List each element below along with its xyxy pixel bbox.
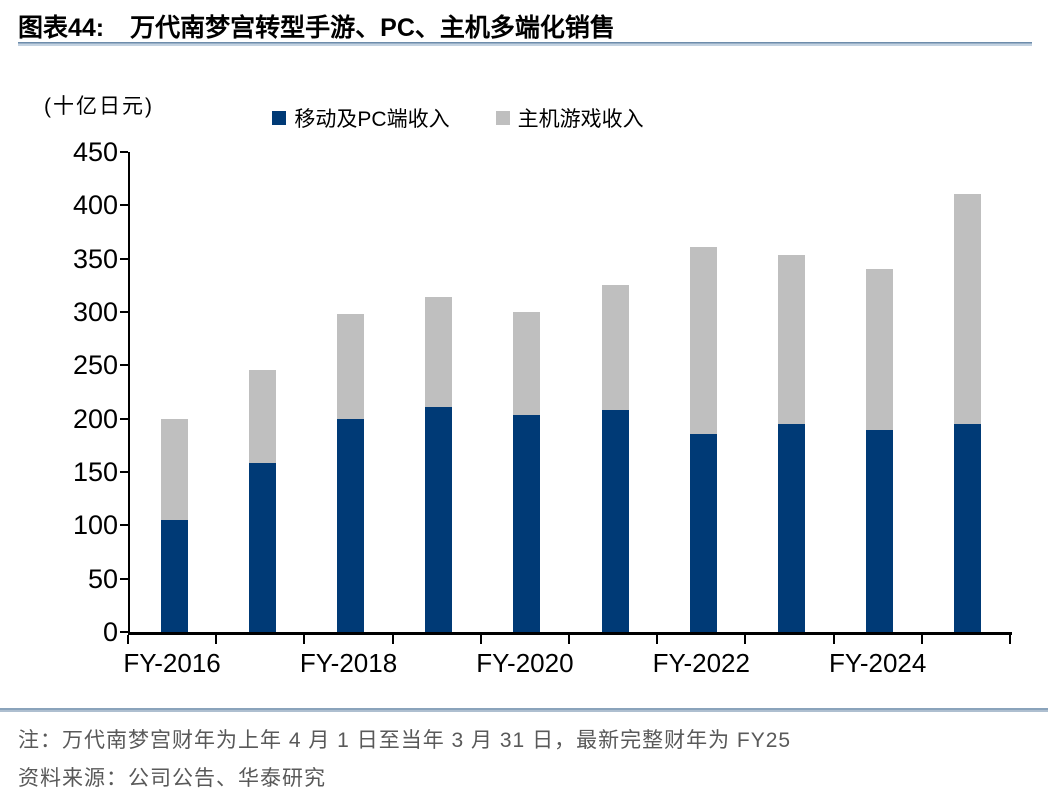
bar-segment-mobile-pc <box>954 424 982 632</box>
y-axis-tick-label: 100 <box>72 510 118 541</box>
title-divider <box>18 42 1032 46</box>
bar-segment-console <box>160 419 188 520</box>
x-axis-tick-mark <box>744 635 747 644</box>
legend-item-mobile-pc: 移动及PC端收入 <box>272 103 450 133</box>
y-axis-tick-label: 450 <box>72 137 118 167</box>
bar-segment-console <box>778 255 805 424</box>
bar-segment-mobile-pc <box>866 430 894 632</box>
chart-title-text: 万代南梦宫转型手游、PC、主机多端化销售 <box>130 14 615 42</box>
y-axis-tick-mark <box>120 204 128 207</box>
legend-label-mobile-pc: 移动及PC端收入 <box>294 108 450 131</box>
x-axis-tick-label: FY-2020 <box>476 648 574 678</box>
y-axis-tick-mark <box>120 631 128 633</box>
chart-legend: 移动及PC端收入 主机游戏收入 <box>128 103 788 133</box>
y-axis-tick-label: 400 <box>72 190 118 221</box>
legend-item-console: 主机游戏收入 <box>495 103 644 133</box>
y-axis-unit-label: (十亿日元) <box>44 95 154 118</box>
bar-segment-console <box>337 314 364 419</box>
y-axis-tick-mark <box>120 151 128 153</box>
x-axis-tick-mark <box>303 635 306 644</box>
x-axis-tick-mark <box>127 635 129 644</box>
y-axis-tick-label: 300 <box>72 297 118 327</box>
y-axis-tick-label: 350 <box>72 243 118 274</box>
bar-segment-mobile-pc <box>601 410 629 632</box>
y-axis-tick-mark <box>120 364 128 367</box>
bar-segment-console <box>601 285 629 410</box>
bar-segment-mobile-pc <box>160 520 188 632</box>
bar-segment-mobile-pc <box>689 434 717 632</box>
x-axis-tick-mark <box>832 635 835 644</box>
x-axis-tick-label: FY-2022 <box>652 648 750 678</box>
y-axis-tick-label: 200 <box>72 403 118 434</box>
plot-area <box>128 152 1012 635</box>
bar-segment-console <box>513 312 541 415</box>
x-axis-tick-mark <box>479 635 482 644</box>
bar-segment-console <box>425 297 453 407</box>
x-axis-tick-mark <box>1009 635 1011 644</box>
legend-label-console: 主机游戏收入 <box>517 108 644 131</box>
x-axis-tick-label: FY-2024 <box>829 648 927 678</box>
footer-divider <box>0 708 1048 712</box>
bar-segment-mobile-pc <box>513 415 541 632</box>
bar-segment-console <box>689 247 717 434</box>
bar-segment-console <box>248 370 276 463</box>
bar-segment-mobile-pc <box>425 407 453 632</box>
bar-segment-console <box>866 269 894 430</box>
y-axis-tick-mark <box>120 417 128 420</box>
chart-title: 图表44: 万代南梦宫转型手游、PC、主机多端化销售 <box>18 8 615 44</box>
source-note: 资料来源：公司公告、华泰研究 <box>18 767 326 790</box>
x-axis-tick-mark <box>568 635 570 644</box>
y-axis-tick-label: 0 <box>102 617 118 647</box>
x-axis-tick-mark <box>391 635 394 644</box>
bar-segment-mobile-pc <box>337 419 364 632</box>
bar-segment-mobile-pc <box>778 424 805 632</box>
chart-number-label: 图表44: <box>18 14 105 42</box>
y-axis-tick-mark <box>120 577 128 580</box>
y-axis-tick-label: 250 <box>72 350 118 381</box>
legend-swatch-mobile-pc-icon <box>272 111 287 125</box>
x-axis-tick-label: FY-2016 <box>123 648 221 678</box>
legend-swatch-console-icon <box>495 111 510 125</box>
x-axis-tick-mark <box>215 635 218 644</box>
y-axis-tick-mark <box>120 257 128 260</box>
x-axis-tick-label: FY-2018 <box>299 648 398 678</box>
x-axis-tick-mark <box>920 635 923 644</box>
y-axis-tick-mark <box>120 471 128 473</box>
x-axis-tick-mark <box>656 635 659 644</box>
y-axis-tick-label: 50 <box>87 563 118 594</box>
y-axis-tick-label: 150 <box>72 457 118 487</box>
bar-segment-mobile-pc <box>248 463 276 632</box>
bar-segment-console <box>954 194 982 424</box>
y-axis-tick-mark <box>120 524 128 527</box>
footnote: 注：万代南梦宫财年为上年 4 月 1 日至当年 3 月 31 日，最新完整财年为… <box>18 729 792 752</box>
y-axis-tick-mark <box>120 311 128 313</box>
